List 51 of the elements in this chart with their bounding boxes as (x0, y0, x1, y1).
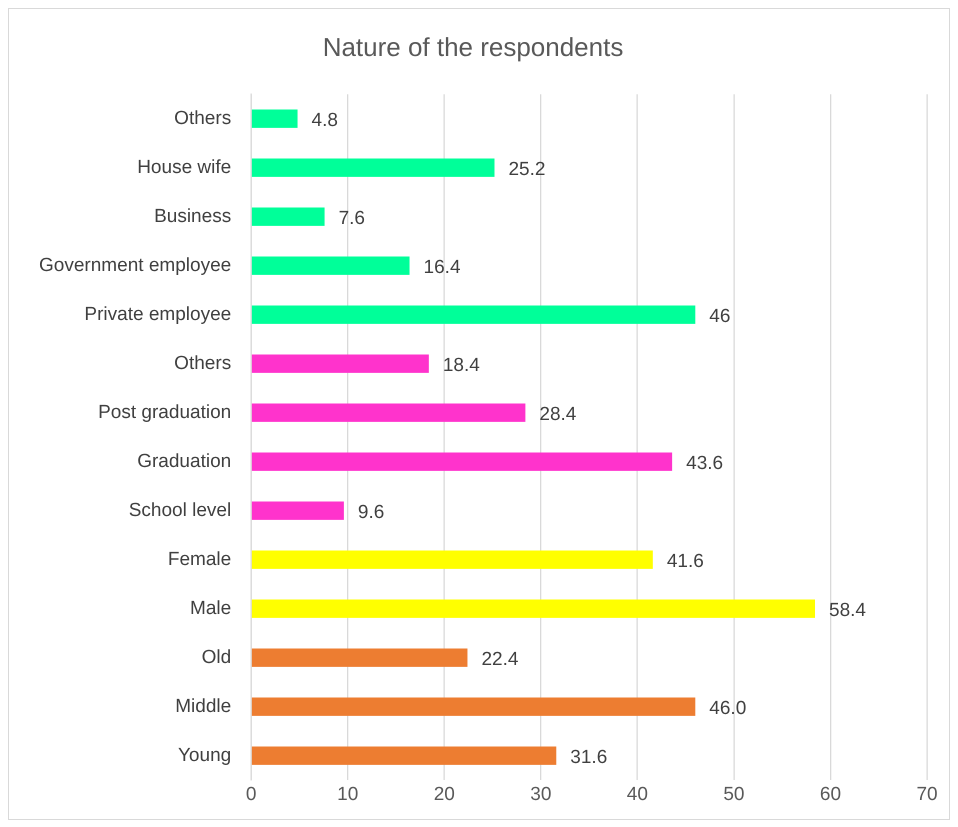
y-tick-label: Old (202, 646, 232, 668)
x-tick-label: 10 (337, 784, 358, 805)
y-tick-label: Male (190, 598, 232, 619)
data-label: 7.6 (338, 208, 365, 229)
bar (252, 698, 696, 716)
bar (252, 502, 344, 520)
bar (252, 208, 325, 226)
y-tick-label: Others (174, 352, 232, 374)
data-label: 28.4 (539, 404, 577, 425)
y-tick-label: Government employee (38, 254, 232, 276)
data-label: 25.2 (508, 158, 546, 180)
bar (252, 746, 556, 765)
data-label: 31.6 (570, 746, 608, 768)
data-label: 46.0 (709, 698, 746, 719)
bar (252, 600, 816, 618)
bar (252, 158, 494, 177)
data-label: 18.4 (442, 354, 480, 376)
x-tick-label: 40 (626, 784, 648, 805)
y-tick-label: Others (174, 108, 232, 129)
bar (252, 550, 653, 569)
x-tick-label: 50 (723, 784, 744, 805)
x-tick-label: 70 (916, 784, 938, 805)
bar (252, 110, 298, 128)
y-tick-label: Post graduation (98, 402, 232, 423)
y-tick-label: Business (154, 206, 232, 227)
data-label: 4.8 (312, 110, 338, 131)
bar (252, 354, 429, 373)
x-tick-label: 0 (246, 784, 256, 805)
y-tick-label: Middle (175, 696, 232, 717)
bar (252, 404, 526, 422)
chart-title: Nature of the respondents (322, 32, 624, 62)
y-tick-label: House wife (137, 156, 232, 178)
bar (252, 256, 410, 275)
data-label: 22.4 (481, 648, 519, 670)
bar (252, 452, 672, 471)
data-label: 9.6 (358, 502, 384, 523)
data-label: 46 (709, 306, 730, 327)
data-label: 16.4 (424, 256, 461, 278)
x-tick-label: 30 (530, 784, 552, 805)
bar (252, 648, 468, 667)
x-tick-label: 20 (434, 784, 455, 805)
data-label: 41.6 (666, 550, 704, 572)
bar (252, 306, 696, 324)
y-tick-label: Graduation (137, 450, 232, 472)
y-tick-label: Private employee (84, 304, 232, 325)
data-label: 43.6 (686, 452, 724, 474)
y-tick-label: Young (178, 744, 232, 766)
data-label: 58.4 (829, 600, 866, 621)
y-tick-label: Female (168, 548, 232, 570)
y-tick-label: School level (128, 500, 232, 521)
x-tick-label: 60 (820, 784, 842, 805)
